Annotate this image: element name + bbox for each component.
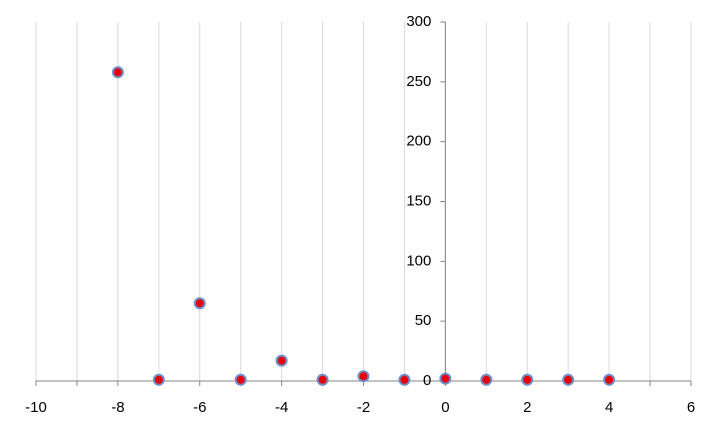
point	[152, 373, 165, 386]
y-tick-label: 250	[406, 73, 431, 90]
y-tick-label: 200	[406, 133, 431, 150]
point	[193, 297, 206, 310]
x-tick-label: -10	[25, 399, 47, 416]
y-tick-label: 0	[423, 372, 431, 389]
point	[316, 373, 329, 386]
x-tick-label: -2	[357, 399, 370, 416]
point	[439, 372, 452, 385]
point	[480, 373, 493, 386]
y-tick-label: 50	[415, 312, 432, 329]
point	[562, 373, 575, 386]
y-tick-label: 150	[406, 192, 431, 209]
x-tick-label: 4	[605, 399, 613, 416]
point	[111, 66, 124, 79]
point	[357, 370, 370, 383]
point	[398, 373, 411, 386]
x-tick-label: -8	[111, 399, 124, 416]
x-tick-label: -4	[275, 399, 288, 416]
x-tick-label: 2	[523, 399, 531, 416]
point	[275, 354, 288, 367]
y-tick-label: 100	[406, 252, 431, 269]
x-tick-label: 0	[441, 399, 449, 416]
point	[234, 373, 247, 386]
point	[521, 373, 534, 386]
point	[603, 373, 616, 386]
x-tick-label: -6	[193, 399, 206, 416]
y-tick-label: 300	[406, 13, 431, 30]
x-tick-label: 6	[687, 399, 695, 416]
